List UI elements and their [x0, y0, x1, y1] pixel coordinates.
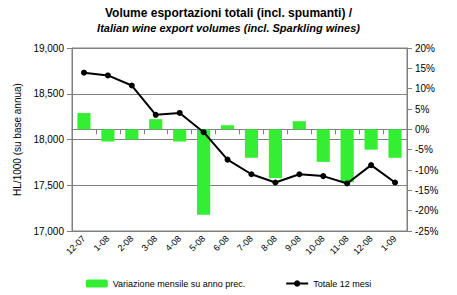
- svg-text:18,500: 18,500: [33, 88, 64, 99]
- svg-text:17,500: 17,500: [33, 180, 64, 191]
- svg-text:-15%: -15%: [415, 185, 438, 196]
- svg-text:1-09: 1-09: [379, 233, 399, 253]
- svg-text:10-08: 10-08: [303, 233, 326, 256]
- svg-text:17,000: 17,000: [33, 226, 64, 237]
- svg-text:5%: 5%: [415, 104, 430, 115]
- svg-text:19,000: 19,000: [33, 43, 64, 54]
- svg-text:9-08: 9-08: [283, 233, 303, 253]
- svg-text:-10%: -10%: [415, 165, 438, 176]
- svg-text:3-08: 3-08: [139, 233, 159, 253]
- svg-text:Variazione mensile su anno pre: Variazione mensile su anno prec.: [113, 279, 245, 289]
- svg-text:0%: 0%: [415, 124, 430, 135]
- svg-text:HL/1000 (su base annua): HL/1000 (su base annua): [12, 83, 23, 196]
- svg-text:18,000: 18,000: [33, 134, 64, 145]
- svg-text:15%: 15%: [415, 63, 435, 74]
- svg-text:20%: 20%: [415, 43, 435, 54]
- svg-text:10%: 10%: [415, 83, 435, 94]
- svg-text:5-08: 5-08: [187, 233, 207, 253]
- svg-text:-25%: -25%: [415, 226, 438, 237]
- svg-text:11-08: 11-08: [328, 233, 351, 256]
- svg-text:6-08: 6-08: [211, 233, 231, 253]
- svg-text:8-08: 8-08: [259, 233, 279, 253]
- svg-text:Totale 12 mesi: Totale 12 mesi: [313, 279, 371, 289]
- svg-text:7-08: 7-08: [235, 233, 255, 253]
- svg-text:Volume esportazioni totali (in: Volume esportazioni totali (incl. spuman…: [105, 6, 353, 20]
- svg-text:4-08: 4-08: [163, 233, 183, 253]
- svg-text:-5%: -5%: [415, 144, 433, 155]
- svg-text:12-07: 12-07: [64, 233, 87, 256]
- svg-text:-20%: -20%: [415, 205, 438, 216]
- svg-text:1-08: 1-08: [92, 233, 112, 253]
- svg-text:12-08: 12-08: [351, 233, 374, 256]
- svg-text:Italian wine export volumes (i: Italian wine export volumes (incl. Spark…: [97, 22, 360, 34]
- svg-text:2-08: 2-08: [116, 233, 136, 253]
